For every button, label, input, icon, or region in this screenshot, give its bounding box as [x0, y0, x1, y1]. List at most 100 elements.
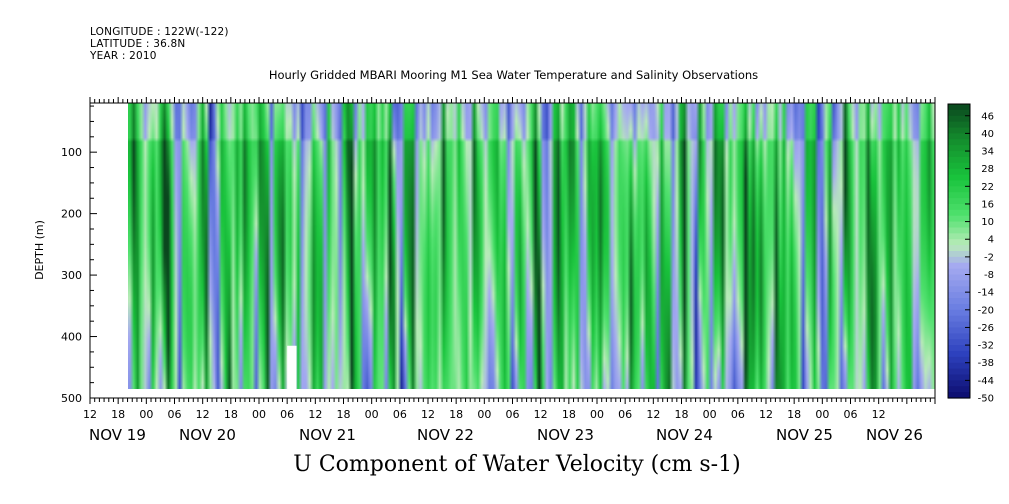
colorbar-segment: [948, 151, 970, 158]
colorbar-segment: [948, 121, 970, 129]
y-tick-label: 400: [61, 331, 82, 344]
colorbar-segment: [948, 198, 970, 205]
x-tick-label: 18: [224, 408, 238, 421]
colorbar-label: -32: [978, 341, 994, 352]
x-tick-label: 00: [590, 408, 604, 421]
x-day-label: NOV 26: [866, 426, 923, 444]
colorbar-segment: [948, 209, 970, 217]
x-day-label: NOV 21: [299, 426, 356, 444]
x-day-label: NOV 22: [417, 426, 474, 444]
x-tick-label: 18: [787, 408, 801, 421]
x-tick-label: 00: [815, 408, 829, 421]
colorbar-segment: [948, 239, 970, 246]
x-day-label: NOV 19: [89, 426, 146, 444]
x-tick-label: 12: [421, 408, 435, 421]
colorbar-segment: [948, 374, 970, 381]
axes: 12 18 00 06 12 18 00 06 12 18 00 06 12 18 00 06 12 18 00 06…: [61, 97, 936, 444]
x-tick-label: 12: [759, 408, 773, 421]
colorbar-segment: [948, 274, 970, 281]
colorbar-label: 46: [981, 111, 994, 122]
colorbar-segment: [948, 221, 970, 229]
colorbar-segment: [948, 321, 970, 329]
colorbar-segment: [948, 309, 970, 317]
x-day-label: NOV 20: [179, 426, 236, 444]
colorbar-label: 22: [981, 182, 994, 193]
heatmap-area: [128, 103, 935, 392]
colorbar-segment: [948, 162, 970, 170]
x-tick-label: 00: [252, 408, 266, 421]
heatmap-field: [128, 103, 935, 389]
colorbar-segment: [948, 168, 970, 176]
colorbar-segment: [948, 133, 970, 140]
x-tick-label: 12: [196, 408, 210, 421]
x-tick-label: 12: [534, 408, 548, 421]
colorbar-segment: [948, 215, 970, 223]
chart-title: Hourly Gridded MBARI Mooring M1 Sea Wate…: [268, 68, 759, 82]
colorbar-label: 34: [981, 147, 994, 158]
y-tick-label: 500: [61, 392, 82, 405]
x-tick-label: 18: [111, 408, 125, 421]
y-tick-label: 300: [61, 269, 82, 282]
x-tick-label: 06: [168, 408, 182, 421]
x-tick-label: 12: [308, 408, 322, 421]
colorbar-label: -50: [978, 394, 994, 405]
x-axis-label: U Component of Water Velocity (cm s-1): [293, 452, 741, 477]
missing-data-block: [287, 345, 297, 392]
colorbar-label: -14: [978, 288, 994, 299]
colorbar-segment: [948, 227, 970, 234]
x-tick-label: 00: [365, 408, 379, 421]
colorbar-label: 10: [981, 217, 994, 228]
colorbar-label: 40: [981, 129, 994, 140]
x-tick-label: 18: [562, 408, 576, 421]
colorbar-segment: [948, 145, 970, 152]
colorbar-segment: [948, 392, 970, 399]
x-day-label: NOV 23: [537, 426, 594, 444]
colorbar-label: -2: [984, 252, 994, 263]
colorbar-segment: [948, 368, 970, 376]
colorbar-segment: [948, 233, 970, 240]
x-tick-label: 12: [872, 408, 886, 421]
colorbar-label: -26: [978, 323, 994, 334]
colorbar-segment: [948, 109, 970, 117]
x-tick-label: 06: [844, 408, 858, 421]
colorbar-segment: [948, 298, 970, 305]
x-tick-label: 18: [337, 408, 351, 421]
colorbar-segment: [948, 180, 970, 187]
y-tick-label: 100: [61, 146, 82, 159]
longitude-label: LONGITUDE : 122W(-122): [90, 26, 229, 38]
colorbar-segment: [948, 380, 970, 387]
colorbar-segment: [948, 350, 970, 358]
colorbar-segment: [948, 356, 970, 364]
colorbar-label: 16: [981, 199, 994, 210]
x-day-label: NOV 25: [776, 426, 833, 444]
colorbar-segment: [948, 245, 970, 252]
x-tick-label: 00: [139, 408, 153, 421]
latitude-label: LATITUDE : 36.8N: [90, 38, 186, 50]
y-axis-label: DEPTH (m): [33, 220, 46, 280]
colorbar-segment: [948, 262, 970, 270]
colorbar-segment: [948, 292, 970, 299]
colorbar-segment: [948, 203, 970, 211]
colorbar-segment: [948, 256, 970, 264]
velocity-chart: 12 18 00 06 12 18 00 06 12 18 00 06 12 18 00 06 12 18 00 06…: [33, 97, 994, 444]
colorbar-segment: [948, 127, 970, 134]
colorbar-segment: [948, 303, 970, 311]
colorbar-label: 4: [988, 235, 994, 246]
x-day-label: NOV 24: [656, 426, 713, 444]
colorbar-frame: [947, 103, 971, 399]
colorbar-segment: [948, 345, 970, 352]
colorbar-label: -38: [978, 358, 994, 369]
colorbar-segment: [948, 192, 970, 199]
colorbar-segment: [948, 251, 970, 258]
colorbar-segment: [948, 115, 970, 123]
x-tick-label: 06: [731, 408, 745, 421]
colorbar-segment: [948, 327, 970, 334]
x-tick-label: 00: [703, 408, 717, 421]
colorbar-label: 28: [981, 164, 994, 175]
colorbar-segment: [948, 268, 970, 276]
colorbar-segment: [948, 333, 970, 340]
colorbar-segment: [948, 339, 970, 346]
colorbar-segment: [948, 156, 970, 164]
x-tick-label: 18: [449, 408, 463, 421]
year-label: YEAR : 2010: [90, 50, 157, 62]
